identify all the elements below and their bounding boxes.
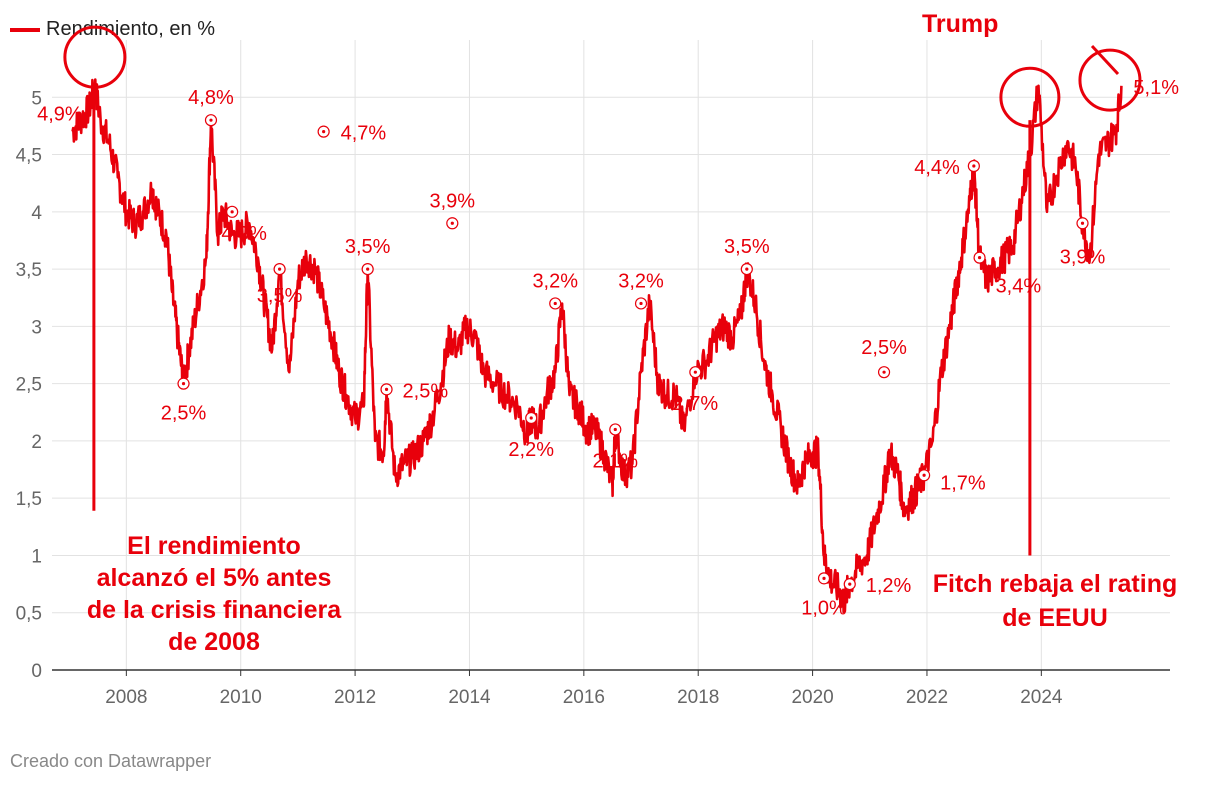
y-tick-label: 0 (31, 661, 42, 682)
y-tick-label: 4 (31, 203, 42, 224)
point-marker-dot (613, 427, 617, 432)
annotation-label: 2,7% (673, 393, 719, 415)
annotation-label: 2,2% (508, 439, 554, 461)
annotation-label: 3,5% (345, 236, 391, 258)
annotation-layer: 4,9% 2,5% 4,8% 4,0% 3,5% 4,7% 3,5% 2,5% 3,9% 2,2%… (37, 77, 1179, 620)
point-marker-dot (529, 416, 533, 420)
x-tick-label: 2010 (220, 687, 262, 708)
x-tick-label: 2014 (448, 687, 491, 708)
y-tick-label: 4,5 (16, 146, 42, 167)
point-marker-dot (278, 267, 282, 271)
x-tick-label: 2020 (791, 687, 833, 708)
crisis-ring (63, 25, 127, 89)
point-marker-dot (366, 267, 370, 271)
y-tick-label: 3,5 (16, 260, 42, 281)
x-axis: 2008 2010 2012 2014 2016 2018 2020 2022 2024 (52, 669, 1170, 708)
x-tick-label: 2016 (563, 687, 605, 708)
annotation-label: 3,2% (532, 270, 578, 292)
point-marker-dot (230, 210, 234, 214)
point-marker-dot (977, 256, 982, 260)
y-tick-label: 5 (31, 88, 42, 109)
point-marker-dot (322, 130, 326, 134)
x-tick-label: 2012 (334, 687, 376, 708)
annotation-label: 3,9% (430, 190, 476, 212)
annotation-label: 4,7% (341, 123, 387, 145)
annotation-label: 3,4% (996, 276, 1042, 298)
grid-lines (52, 40, 1170, 670)
y-tick-label: 3 (31, 317, 42, 338)
series-line-rendimiento (71, 78, 1123, 614)
annotation-label: 3,9% (1060, 246, 1106, 268)
annotation-label: 2,5% (861, 337, 907, 359)
trump-annotation-text: Trump (922, 10, 998, 38)
annotation-label: 4,0% (221, 223, 267, 245)
y-tick-label: 1,5 (16, 489, 42, 510)
y-tick-label: 1 (31, 546, 42, 567)
annotation-label: 4,9% (37, 104, 83, 126)
point-marker-dot (972, 164, 976, 168)
fitch-annotation-text: Fitch rebaja el rating (933, 570, 1178, 598)
x-tick-label: 2022 (906, 687, 948, 708)
annotation-label: 4,8% (188, 87, 234, 109)
credit-text: Creado con Datawrapper (10, 751, 212, 771)
y-tick-label: 2,5 (16, 375, 42, 396)
crisis-annotation-text: alcanzó el 5% antes (97, 564, 332, 592)
point-marker-dot (639, 301, 643, 306)
y-tick-label: 2 (31, 432, 42, 453)
point-marker-dot (848, 582, 852, 586)
legend-swatch (10, 27, 40, 32)
point-marker-dot (450, 221, 454, 225)
legend: Rendimiento, en % (10, 18, 215, 41)
annotation-label: 2,5% (161, 403, 207, 425)
annotation-label: 3,2% (618, 270, 664, 292)
annotation-label: 1,7% (940, 472, 986, 494)
callout-layer: El rendimiento alcanzó el 5% antes de la c… (63, 10, 1178, 656)
annotation-label: 4,4% (914, 157, 960, 179)
fitch-annotation-text: de EEUU (1002, 604, 1108, 632)
trump-ring (1078, 48, 1142, 112)
point-marker-dot (693, 370, 697, 374)
annotation-label: 3,5% (724, 236, 770, 258)
point-marker-dot (745, 267, 749, 271)
point-marker-dot (384, 387, 389, 391)
y-tick-label: 0,5 (16, 604, 42, 625)
annotation-label: 1,2% (866, 575, 912, 597)
annotation-label: 5,1% (1133, 77, 1179, 99)
x-tick-label: 2024 (1020, 687, 1063, 708)
point-marker-dot (181, 382, 186, 386)
series-layer (71, 78, 1123, 614)
point-marker-dot (209, 118, 213, 122)
crisis-annotation-text: El rendimiento (127, 532, 301, 560)
crisis-annotation-text: de 2008 (168, 628, 260, 656)
legend-label: Rendimiento, en % (46, 18, 215, 40)
point-marker-dot (1080, 221, 1085, 225)
annotation-label: 2,5% (403, 380, 449, 402)
y-axis: 0 0,5 1 1,5 2 2,5 3 3,5 4 4,5 5 (16, 88, 43, 682)
point-marker-dot (922, 473, 926, 477)
point-marker-dot (882, 370, 886, 374)
trump-pointer-line (1090, 44, 1120, 76)
annotation-label: 2,1% (592, 450, 638, 472)
x-tick-label: 2008 (105, 687, 147, 708)
point-marker-dot (553, 301, 557, 306)
annotation-label: 3,5% (257, 285, 303, 307)
x-tick-label: 2018 (677, 687, 719, 708)
point-marker-dot (822, 576, 826, 580)
crisis-annotation-text: de la crisis financiera (87, 596, 342, 624)
annotation-label: 1,0% (801, 597, 847, 619)
